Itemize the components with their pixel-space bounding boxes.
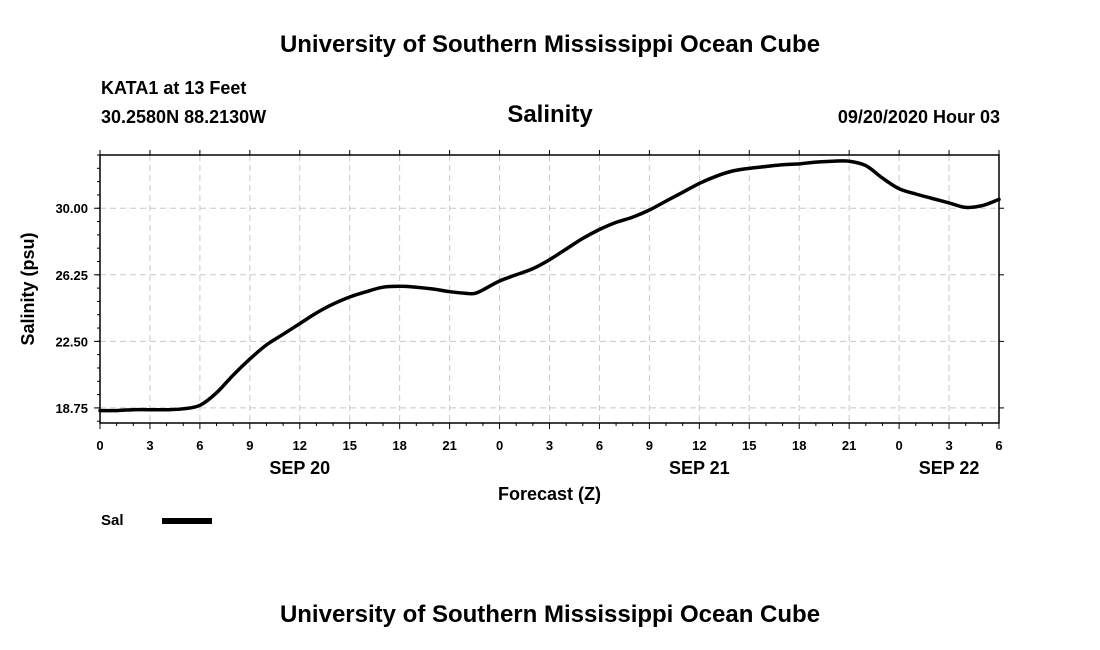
chart-title: Salinity	[507, 101, 593, 128]
footer-title: University of Southern Mississippi Ocean…	[279, 601, 821, 628]
date-label: SEP 22	[919, 458, 980, 478]
y-tick-label: 22.50	[55, 334, 88, 349]
x-tick-label: 21	[842, 438, 856, 453]
tick-labels: 0 3 6 9 12 15 18 21 0 3 6 9 12 15 18 21 0 3 6 18.75 22.50 26.…	[55, 201, 1002, 478]
x-tick-label: 0	[895, 438, 902, 453]
station-coordinates: 30.2580N 88.2130W	[101, 107, 267, 127]
series-line-sal	[98, 159, 1001, 413]
x-tick-label: 3	[146, 438, 153, 453]
page-title: University of Southern Mississippi Ocean…	[279, 31, 821, 58]
x-tick-label: 6	[995, 438, 1002, 453]
x-tick-label: 12	[692, 438, 706, 453]
x-tick-label: 6	[596, 438, 603, 453]
axis-ticks	[94, 150, 1004, 429]
x-tick-label: 15	[742, 438, 756, 453]
x-tick-label: 21	[442, 438, 456, 453]
x-tick-label: 15	[342, 438, 356, 453]
date-label: SEP 20	[269, 458, 330, 478]
y-axis-label: Salinity (psu)	[18, 232, 38, 345]
x-tick-label: 0	[96, 438, 103, 453]
x-tick-label: 3	[945, 438, 952, 453]
x-tick-label: 9	[246, 438, 253, 453]
grid-lines	[100, 155, 999, 423]
x-tick-label: 18	[392, 438, 406, 453]
y-tick-label: 30.00	[55, 201, 88, 216]
x-tick-label: 9	[646, 438, 653, 453]
x-tick-label: 6	[196, 438, 203, 453]
forecast-timestamp: 09/20/2020 Hour 03	[837, 107, 1000, 127]
x-axis-label: Forecast (Z)	[498, 484, 601, 504]
x-tick-label: 3	[546, 438, 553, 453]
date-label: SEP 21	[669, 458, 730, 478]
y-tick-label: 18.75	[55, 401, 88, 416]
y-tick-label: 26.25	[55, 268, 88, 283]
station-label: KATA1 at 13 Feet	[101, 78, 247, 98]
x-tick-label: 12	[293, 438, 307, 453]
legend-label: Sal	[101, 512, 124, 529]
x-tick-label: 18	[792, 438, 806, 453]
x-tick-label: 0	[496, 438, 503, 453]
